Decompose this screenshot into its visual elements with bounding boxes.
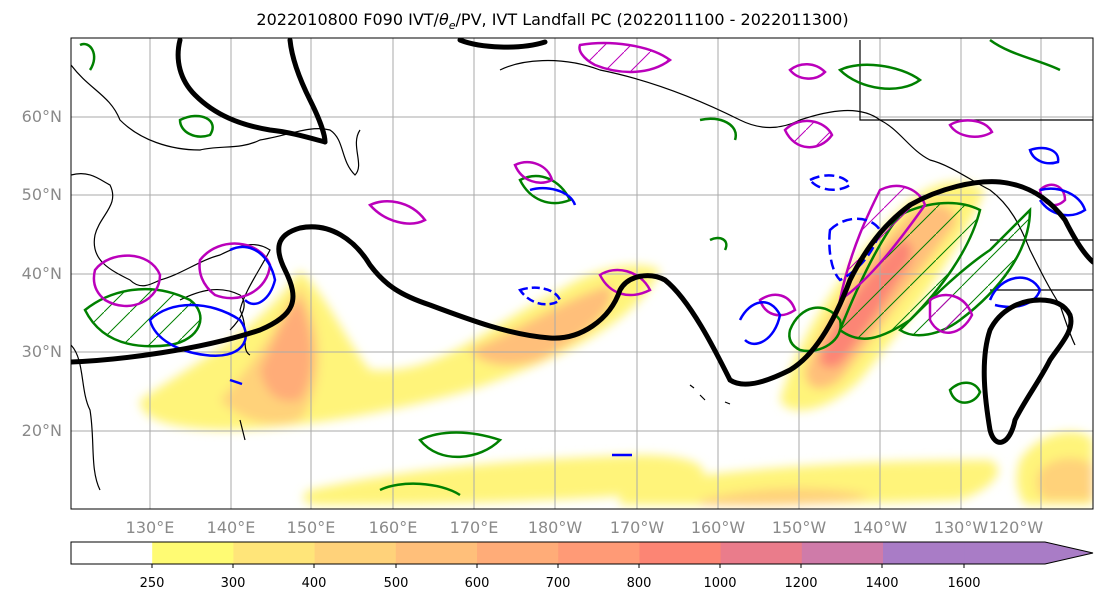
colorbar-cell	[801, 542, 884, 564]
lon-label: 140°W	[853, 518, 908, 537]
lon-label: 140°E	[207, 518, 256, 537]
colorbar-cell	[477, 542, 559, 564]
colorbar-cell	[964, 542, 1093, 564]
colorbar-cell	[233, 542, 316, 564]
lat-label: 20°N	[22, 421, 62, 440]
colorbar-cell	[152, 542, 234, 564]
colorbar-cells	[71, 542, 1093, 564]
colorbar-outline	[70, 541, 1094, 565]
lat-label: 40°N	[22, 264, 62, 283]
colorbar-label: 600	[465, 576, 490, 591]
lon-label: 150°W	[772, 518, 827, 537]
colorbar-label: 800	[627, 576, 652, 591]
map-panel	[71, 38, 1093, 509]
colorbar-cell	[71, 542, 153, 564]
lon-label: 170°W	[610, 518, 665, 537]
lon-label: 130°E	[126, 518, 175, 537]
coastlines	[71, 40, 1093, 491]
lon-label: 130°W	[934, 518, 989, 537]
lon-label: 150°E	[287, 518, 336, 537]
colorbar-label: 1600	[947, 576, 980, 591]
colorbar-cell	[883, 542, 965, 564]
lon-label: 120°W	[989, 518, 1044, 537]
figure-title: 2022010800 F090 IVT/θe/PV, IVT Landfall …	[256, 10, 849, 33]
landfall-pc-contours	[79, 38, 1061, 497]
colorbar-label: 1200	[784, 576, 817, 591]
map-frame	[70, 37, 1094, 510]
colorbar-cell	[639, 542, 722, 564]
lon-label: 170°E	[450, 518, 499, 537]
lat-label: 50°N	[22, 185, 62, 204]
colorbar: 250 300 400 500 600 700 800 1000 1200 14…	[70, 541, 1094, 591]
pv-contours	[92, 41, 1067, 334]
lat-label: 60°N	[22, 107, 62, 126]
colorbar-cell	[720, 542, 803, 564]
colorbar-label: 300	[221, 576, 246, 591]
colorbar-cell	[314, 542, 397, 564]
lon-labels: 130°E 140°E 150°E 160°E 170°E 180°W 170°…	[126, 518, 1044, 537]
ridge-contour	[71, 38, 1093, 445]
colorbar-label: 700	[546, 576, 571, 591]
lon-label: 180°W	[528, 518, 583, 537]
colorbar-label: 1000	[703, 576, 736, 591]
colorbar-cell	[395, 542, 478, 564]
lat-labels: 60°N 50°N 40°N 30°N 20°N	[22, 107, 62, 440]
colorbar-label: 400	[302, 576, 327, 591]
colorbar-ticks	[151, 564, 965, 568]
lat-label: 30°N	[22, 342, 62, 361]
colorbar-label: 1400	[865, 576, 898, 591]
colorbar-label: 500	[384, 576, 409, 591]
lon-label: 160°W	[691, 518, 746, 537]
lon-label: 160°E	[369, 518, 418, 537]
colorbar-label: 250	[140, 576, 165, 591]
colorbar-cell	[558, 542, 640, 564]
